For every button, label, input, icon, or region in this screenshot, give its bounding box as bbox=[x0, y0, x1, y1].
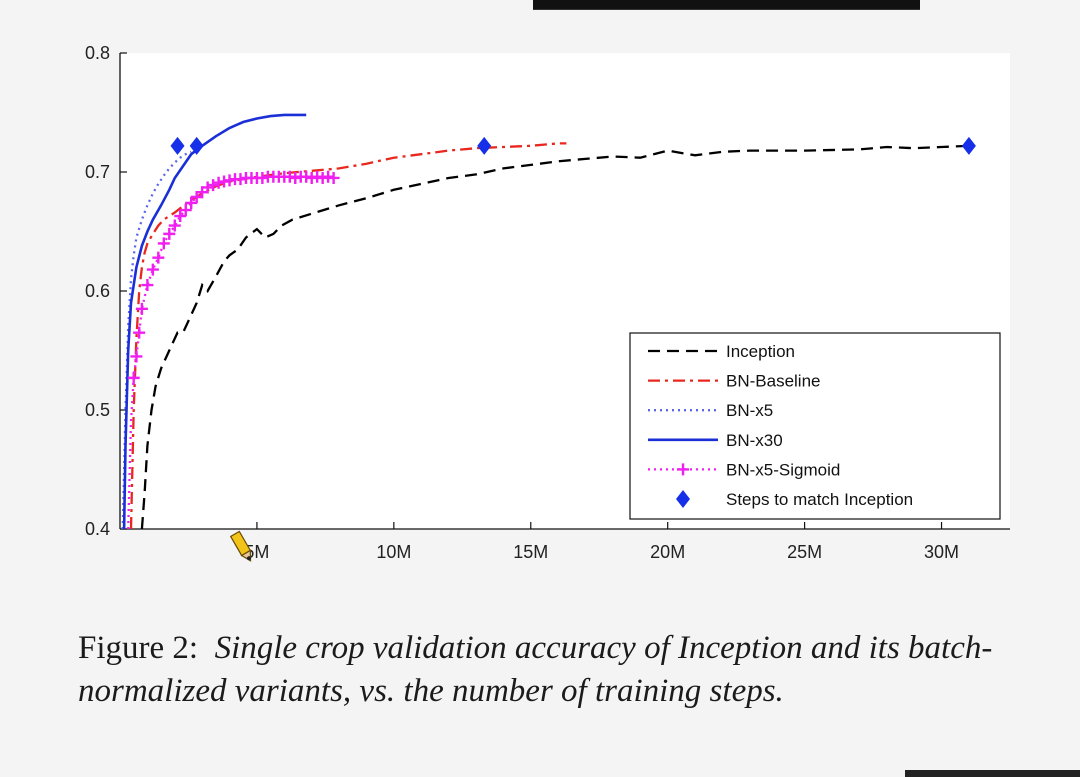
series-line bbox=[129, 142, 567, 530]
steps-marker bbox=[477, 136, 492, 155]
pencil-cursor-icon bbox=[229, 530, 252, 562]
series-inception bbox=[140, 144, 969, 530]
data-point bbox=[179, 204, 192, 217]
legend-box bbox=[629, 332, 1001, 520]
data-point bbox=[201, 181, 214, 194]
legend-label: BN-x30 bbox=[726, 431, 783, 450]
legend-item: BN-x30 bbox=[648, 431, 783, 450]
data-point bbox=[168, 219, 181, 232]
data-point bbox=[141, 279, 154, 292]
data-point bbox=[127, 371, 140, 384]
y-tick-label: 0.5 bbox=[85, 400, 110, 420]
caption-text: Single crop validation accuracy of Incep… bbox=[78, 630, 993, 709]
y-tick-label: 0.7 bbox=[85, 162, 110, 182]
series-bn-baseline bbox=[129, 142, 567, 530]
data-point bbox=[133, 326, 146, 339]
y-tick-label: 0.6 bbox=[85, 281, 110, 301]
legend-label: BN-x5-Sigmoid bbox=[726, 460, 840, 479]
data-point bbox=[130, 350, 143, 363]
series-steps-to-match-inception bbox=[170, 136, 976, 155]
series-line bbox=[122, 113, 307, 530]
legend-label: Steps to match Inception bbox=[726, 490, 913, 509]
steps-marker bbox=[189, 136, 204, 155]
legend-item: BN-Baseline bbox=[648, 372, 821, 391]
legend-label: Inception bbox=[726, 342, 795, 361]
legend-item: Inception bbox=[648, 342, 795, 361]
series-line bbox=[140, 144, 969, 530]
y-tick-label: 0.4 bbox=[85, 519, 110, 539]
figure-caption: Figure 2: Single crop validation accurac… bbox=[78, 627, 1043, 713]
x-tick-label: 25M bbox=[787, 542, 822, 562]
screen-top-bar bbox=[533, 0, 920, 10]
data-point bbox=[185, 196, 198, 209]
legend-item: BN-x5 bbox=[648, 401, 773, 420]
legend: Inception BN-Baseline BN-x5 BN-x30 BN-x5-Sig… bbox=[629, 332, 1001, 520]
steps-marker bbox=[170, 136, 185, 155]
data-point bbox=[157, 237, 170, 250]
legend-label: BN-x5 bbox=[726, 401, 773, 420]
figure-label: Figure 2: bbox=[78, 630, 199, 666]
series-layer bbox=[121, 113, 976, 530]
y-tick-label: 0.8 bbox=[85, 43, 110, 63]
data-point bbox=[207, 179, 220, 192]
legend-item: BN-x5-Sigmoid bbox=[648, 460, 840, 479]
legend-swatch bbox=[676, 490, 690, 508]
data-point bbox=[152, 251, 165, 264]
x-tick-label: 15M bbox=[513, 542, 548, 562]
data-point bbox=[327, 171, 340, 184]
legend-label: BN-Baseline bbox=[726, 372, 821, 391]
data-point bbox=[163, 227, 176, 240]
steps-marker bbox=[961, 136, 976, 155]
data-point bbox=[135, 302, 148, 315]
legend-item: Steps to match Inception bbox=[676, 490, 913, 509]
series-bn-x30 bbox=[122, 113, 307, 530]
x-tick-label: 30M bbox=[924, 542, 959, 562]
screen-bottom-strip bbox=[905, 770, 1080, 777]
series-bn-x5-sigmoid bbox=[127, 170, 340, 530]
legend-swatch-marker bbox=[677, 463, 689, 476]
x-tick-label: 20M bbox=[650, 542, 685, 562]
data-point bbox=[146, 263, 159, 276]
data-point bbox=[174, 210, 187, 223]
x-tick-label: 10M bbox=[376, 542, 411, 562]
